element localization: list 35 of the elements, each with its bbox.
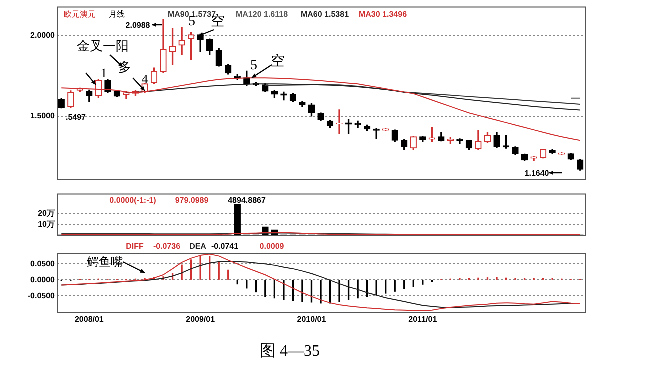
y-tick-label: 10万 [38, 220, 55, 229]
x-tick-label: 2008/01 [74, 315, 104, 324]
annotation: 4894.8867 [228, 196, 266, 206]
annotation: 空 [271, 54, 285, 70]
y-tick-label: -0.0500 [28, 291, 56, 300]
caption: 图 4—35 [260, 343, 320, 360]
x-tick-label: 2009/01 [186, 315, 216, 324]
annotation: 鳄鱼嘴 [87, 255, 123, 270]
y-tick-label: 1.5000 [30, 112, 56, 121]
text: MA120 1.6118 [236, 10, 289, 20]
y-tick-label: 0.0000 [30, 275, 56, 284]
annotation: 金叉一阳 [77, 38, 129, 54]
annotation: 4 [142, 71, 149, 86]
text: -0.0741 [211, 242, 240, 252]
annotation: 979.0989 [175, 196, 210, 206]
y-tick-label: 20万 [38, 209, 55, 218]
annotation: .5497 [66, 113, 87, 122]
series-label: DEA [190, 242, 207, 252]
text: MA30 1.3496 [358, 10, 408, 20]
annotation: 1.1640 [524, 169, 550, 178]
text: MA60 1.5381 [300, 10, 350, 20]
chart-title: 欧元澳元 [64, 10, 96, 20]
text: DIFF [126, 242, 144, 252]
annotation: 1 [100, 65, 108, 80]
text: -0.0736 [153, 242, 182, 252]
x-tick-label: 2010/01 [297, 315, 327, 324]
y-tick-label: 2.0000 [30, 31, 56, 40]
annotation: 2.0988 [126, 21, 151, 30]
annotation: 0.0000(-1:-1) [110, 196, 157, 206]
y-tick-label: 0.0500 [30, 259, 56, 268]
x-tick-label: 2011/01 [408, 315, 438, 324]
annotation: 5 [188, 14, 196, 30]
annotation: 5 [250, 58, 258, 74]
chart-subtitle: 月线 [109, 10, 125, 20]
text: 0.0009 [260, 242, 285, 252]
